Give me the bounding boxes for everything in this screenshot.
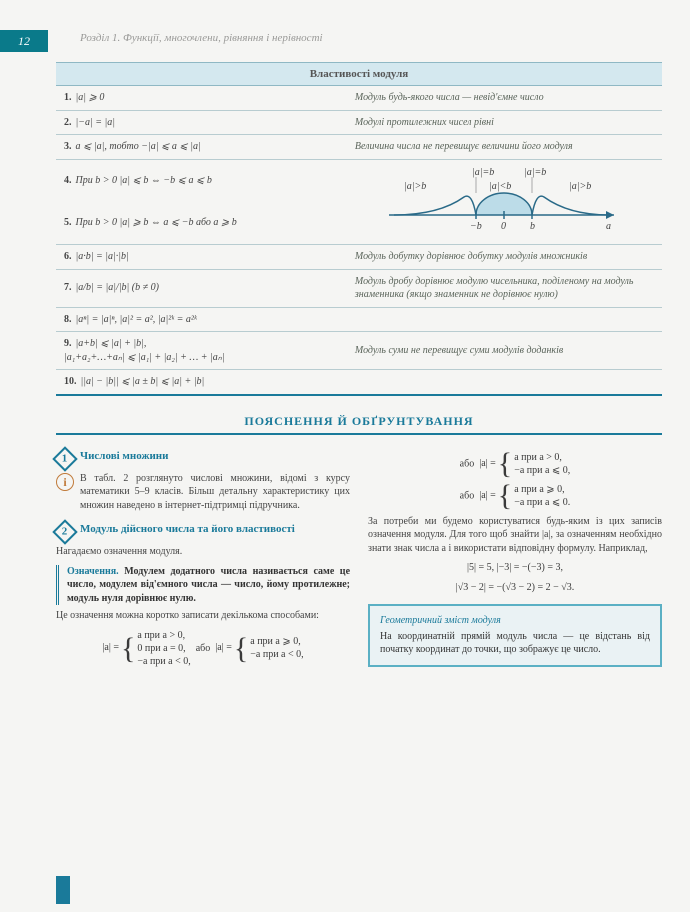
cases-formula: |a| = { a при a > 0, 0 при a = 0, −a при…	[56, 629, 350, 668]
row-desc: Модуль дробу дорівнює модулю чисельника,…	[347, 269, 662, 307]
case-line: −a при a < 0,	[137, 656, 190, 667]
case-line: −a при a ⩽ 0,	[514, 465, 570, 476]
case-line: 0 при a = 0,	[137, 643, 185, 654]
row-math: При b > 0 |a| ⩽ b ⇔ −b ⩽ a ⩽ b	[76, 175, 212, 186]
or-label: або	[460, 458, 475, 469]
diag-tick: −b	[470, 221, 482, 232]
case-line: a при a > 0,	[137, 630, 185, 641]
example-formula: |√3 − 2| = −(√3 − 2) = 2 − √3.	[368, 581, 662, 595]
section-number-badge: 1	[52, 446, 77, 471]
row-math: |a/b| = |a|/|b| (b ≠ 0)	[76, 282, 159, 293]
row-desc: Модуль будь-якого числа — невід'ємне чис…	[347, 86, 662, 111]
row-num: 2.	[64, 117, 72, 128]
number-line-diagram: |a|=b |a|=b |a|>b |a|<b |a|>b	[384, 165, 624, 235]
left-column: 1 Числові множини i В табл. 2 розглянуто…	[56, 445, 350, 674]
table-title: Властивості модуля	[56, 63, 662, 86]
row-num: 4.	[64, 175, 72, 186]
row-math: |a| ⩾ 0	[76, 92, 105, 103]
row-desc: Модуль добутку дорівнює добутку модулів …	[347, 245, 662, 270]
row-math: a ⩽ |a|, тобто −|a| ⩽ a ⩽ |a|	[76, 141, 201, 152]
row-num: 1.	[64, 92, 72, 103]
diag-label: |a|=b	[524, 167, 546, 178]
footer-bar	[56, 876, 70, 904]
row-desc: Величина числа не перевищує величини йог…	[347, 135, 662, 160]
subsection-title: Модуль дійсного числа та його властивост…	[80, 522, 295, 537]
diag-axis: a	[606, 221, 611, 232]
subsection-title: Числові множини	[80, 449, 168, 464]
definition-label: Означення.	[67, 566, 119, 577]
row-num: 10.	[64, 376, 77, 387]
case-line: a при a ⩾ 0,	[514, 484, 564, 495]
diag-tick: b	[530, 221, 535, 232]
diag-label: |a|>b	[569, 181, 591, 192]
case-line: a при a > 0,	[514, 452, 562, 463]
case-line: −a при a < 0,	[250, 649, 303, 660]
row-math: При b > 0 |a| ⩾ b ⇔ a ⩽ −b або a ⩾ b	[76, 217, 237, 228]
geometric-meaning-box: Геометричний зміст модуля На координатні…	[368, 604, 662, 667]
diag-tick: 0	[501, 221, 506, 232]
row-desc: Модуль суми не перевищує суми модулів до…	[347, 332, 662, 370]
chapter-header: Розділ 1. Функції, многочлени, рівняння …	[80, 32, 323, 44]
section-number-badge: 2	[52, 519, 77, 544]
or-label: або	[460, 490, 475, 501]
cases-lhs: |a| =	[215, 641, 232, 655]
diag-label: |a|<b	[489, 181, 511, 192]
paragraph: Нагадаємо означення модуля.	[56, 545, 350, 559]
row-math: |aⁿ| = |a|ⁿ, |a|² = a², |a|²ᵏ = a²ᵏ	[76, 314, 197, 325]
box-title: Геометричний зміст модуля	[380, 614, 650, 628]
cases-lhs: |a| =	[479, 457, 496, 471]
case-line: −a при a ⩽ 0.	[514, 497, 570, 508]
cases-lhs: |a| =	[102, 641, 119, 655]
properties-table: Властивості модуля 1. |a| ⩾ 0 Модуль будь…	[56, 62, 662, 396]
row-num: 3.	[64, 141, 72, 152]
or-label: або	[196, 642, 211, 653]
case-line: a при a ⩾ 0,	[250, 636, 300, 647]
paragraph: В табл. 2 розглянуто числові множини, ві…	[80, 472, 350, 513]
row-num: 6.	[64, 251, 72, 262]
paragraph: Це означення можна коротко записати декі…	[56, 609, 350, 623]
box-text: На координатній прямій модуль числа — це…	[380, 630, 650, 657]
paragraph: За потреби ми будемо користуватися будь-…	[368, 515, 662, 556]
cases-formula: або |a| = { a при a ⩾ 0, −a при a ⩽ 0.	[368, 483, 662, 509]
page-content: Властивості модуля 1. |a| ⩾ 0 Модуль будь…	[56, 62, 662, 674]
row-num: 5.	[64, 217, 72, 228]
cases-lhs: |a| =	[479, 489, 496, 503]
row-num: 7.	[64, 282, 72, 293]
diag-label: |a|=b	[472, 167, 494, 178]
row-num: 8.	[64, 314, 72, 325]
row-num: 9.	[64, 338, 72, 349]
example-formula: |5| = 5, |−3| = −(−3) = 3,	[368, 561, 662, 575]
section-title: ПОЯСНЕННЯ Й ОБҐРУНТУВАННЯ	[56, 414, 662, 435]
right-column: або |a| = { a при a > 0, −a при a ⩽ 0, а…	[368, 445, 662, 674]
info-icon: i	[56, 473, 74, 491]
diag-label: |a|>b	[404, 181, 426, 192]
row-math: |a+b| ⩽ |a| + |b|, |a₁+a₂+…+aₙ| ⩽ |a₁| +…	[64, 338, 225, 363]
row-math: ||a| − |b|| ⩽ |a ± b| ⩽ |a| + |b|	[81, 376, 205, 387]
diagram-cell: |a|=b |a|=b |a|>b |a|<b |a|>b	[347, 159, 662, 245]
row-desc: Модулі протилежних чисел рівні	[347, 110, 662, 135]
row-math: |−a| = |a|	[76, 117, 116, 128]
cases-formula: або |a| = { a при a > 0, −a при a ⩽ 0,	[368, 451, 662, 477]
page-number: 12	[0, 30, 48, 52]
definition-block: Означення. Модулем додатного числа назив…	[56, 565, 350, 606]
row-math: |a·b| = |a|·|b|	[76, 251, 129, 262]
